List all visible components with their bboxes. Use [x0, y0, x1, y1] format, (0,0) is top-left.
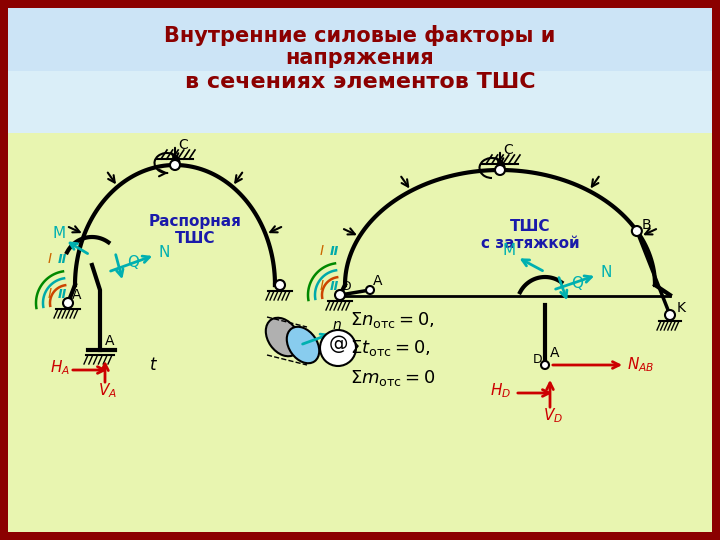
Circle shape	[366, 286, 374, 294]
Bar	[8, 8, 712, 133]
Circle shape	[320, 330, 356, 366]
Text: N: N	[600, 265, 611, 280]
Text: II: II	[58, 288, 67, 301]
Circle shape	[665, 310, 675, 320]
Text: Q: Q	[127, 255, 139, 270]
Text: Q: Q	[571, 276, 583, 291]
Text: B: B	[642, 218, 652, 232]
Text: II: II	[58, 253, 67, 266]
Text: A: A	[72, 288, 81, 302]
Text: D: D	[533, 353, 543, 366]
Text: $\Sigma t_{\rm отс} = 0,$: $\Sigma t_{\rm отс} = 0,$	[350, 338, 431, 358]
Text: I: I	[48, 252, 52, 266]
Text: A: A	[550, 346, 559, 360]
Text: D: D	[342, 280, 351, 293]
Circle shape	[63, 298, 73, 308]
Text: M: M	[503, 243, 516, 258]
Text: II: II	[330, 280, 339, 293]
Text: N: N	[158, 245, 169, 260]
Circle shape	[335, 290, 345, 300]
Text: $H_D$: $H_D$	[490, 381, 511, 400]
Text: M: M	[53, 226, 66, 241]
Text: I: I	[320, 244, 324, 258]
Text: $V_D$: $V_D$	[543, 406, 563, 424]
Text: Распорная
ТШС: Распорная ТШС	[148, 214, 241, 246]
Circle shape	[170, 160, 180, 170]
Text: ТШС
с затяжкой: ТШС с затяжкой	[481, 219, 580, 251]
Circle shape	[495, 165, 505, 175]
Text: Внутренние силовые факторы и: Внутренние силовые факторы и	[164, 24, 556, 45]
Text: $\Sigma n_{\rm отс} = 0,$: $\Sigma n_{\rm отс} = 0,$	[350, 310, 435, 330]
Circle shape	[541, 361, 549, 369]
Text: $\Sigma m_{\rm отс} = 0$: $\Sigma m_{\rm отс} = 0$	[350, 368, 436, 388]
Text: напряжения: напряжения	[286, 48, 434, 68]
Text: A: A	[373, 274, 382, 288]
Ellipse shape	[266, 318, 300, 356]
Text: t: t	[150, 356, 156, 374]
Text: I: I	[48, 287, 52, 301]
Text: $V_A$: $V_A$	[98, 381, 117, 400]
Circle shape	[632, 226, 642, 236]
Text: A: A	[105, 334, 114, 348]
Text: C: C	[503, 143, 513, 157]
Text: в сечениях элементов ТШС: в сечениях элементов ТШС	[185, 72, 535, 92]
Text: C: C	[178, 138, 188, 152]
Bar	[8, 71, 712, 133]
Circle shape	[275, 280, 285, 290]
Text: $H_A$: $H_A$	[50, 358, 70, 377]
Text: n: n	[333, 318, 342, 332]
Text: K: K	[677, 301, 686, 315]
Text: $N_{AB}$: $N_{AB}$	[627, 355, 654, 374]
Ellipse shape	[287, 327, 319, 363]
Text: II: II	[330, 245, 339, 258]
Text: @: @	[329, 335, 348, 354]
Text: I: I	[320, 279, 324, 293]
